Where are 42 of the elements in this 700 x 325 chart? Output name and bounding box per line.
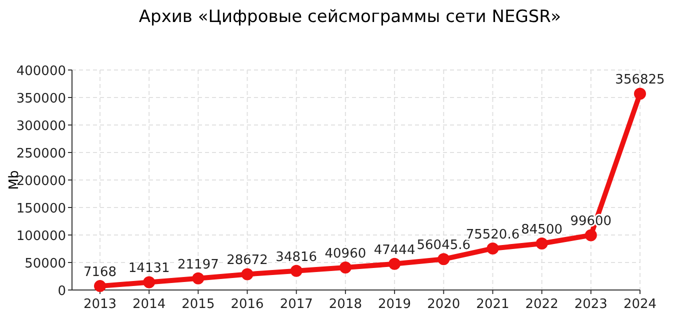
point	[339, 261, 352, 274]
x-tick-label: 2015	[182, 297, 215, 312]
point	[536, 238, 548, 250]
y-tick-label: 300000	[16, 119, 66, 134]
x-tick-label: 2019	[378, 297, 412, 312]
data-label: 28672	[226, 253, 268, 268]
x-tick-label: 2022	[525, 297, 558, 312]
x-tick-label: 2023	[574, 297, 608, 312]
x-tick-label: 2020	[427, 297, 460, 312]
point	[143, 276, 156, 288]
point	[94, 280, 106, 292]
y-tick-label: 100000	[16, 229, 66, 244]
chart-title: Архив «Цифровые сейсмограммы сети NEGSR»	[138, 7, 562, 27]
y-tick-label: 250000	[16, 146, 66, 162]
x-tick-label: 2016	[230, 297, 264, 312]
data-label: 47444	[374, 242, 416, 258]
data-label: 84500	[521, 222, 562, 238]
x-tick-label: 2013	[83, 297, 117, 312]
y-tick-label: 150000	[16, 202, 66, 216]
data-label: 40960	[324, 246, 366, 262]
y-tick-label: 0	[58, 284, 66, 299]
x-tick-label: 2018	[328, 297, 362, 312]
data-label: 14131	[128, 261, 170, 276]
point	[290, 264, 302, 277]
point	[388, 258, 401, 270]
y-tick-label: 50000	[24, 256, 66, 272]
data-label: 21197	[178, 257, 219, 272]
data-label: 356825	[615, 72, 665, 88]
data-label: 7168	[83, 265, 117, 280]
y-tick-label: 400000	[16, 64, 66, 79]
x-tick-label: 2017	[280, 297, 313, 312]
point	[486, 242, 499, 254]
point	[584, 229, 597, 242]
y-tick-label: 350000	[16, 92, 66, 106]
point	[241, 268, 254, 280]
x-tick-label: 2021	[476, 297, 510, 312]
x-tick-label: 2024	[623, 297, 657, 312]
point	[192, 272, 204, 284]
point	[438, 253, 450, 266]
point	[634, 88, 646, 100]
x-tick-label: 2014	[132, 297, 166, 312]
data-label: 34816	[276, 250, 318, 265]
